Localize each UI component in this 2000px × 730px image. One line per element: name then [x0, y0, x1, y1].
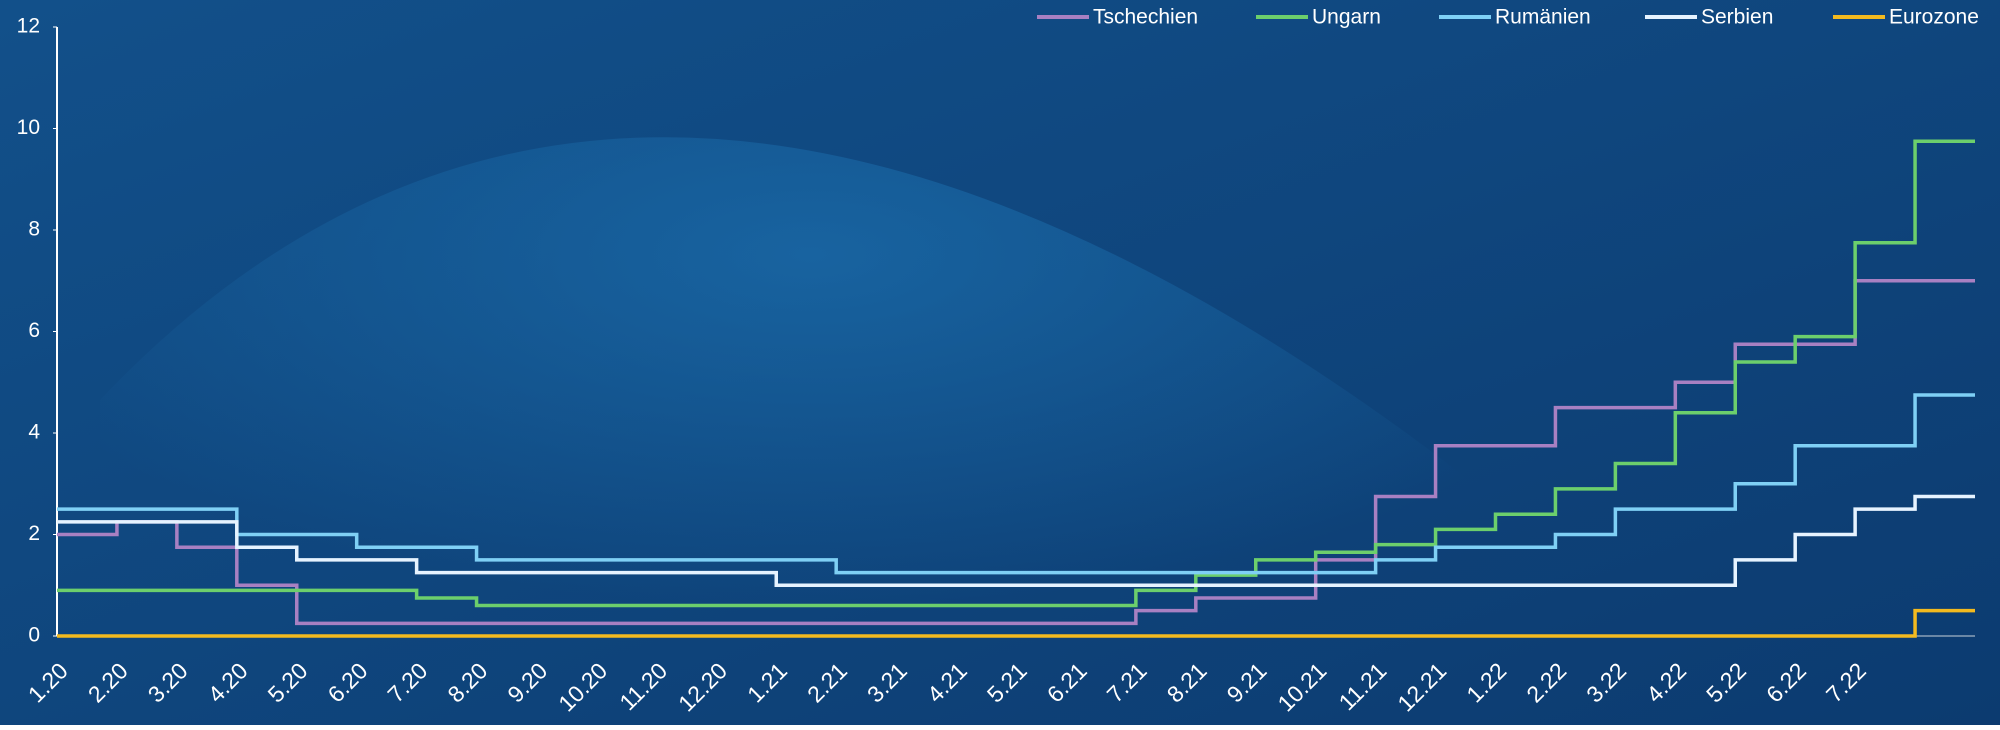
- legend-label: Eurozone: [1889, 6, 1979, 29]
- y-tick-label: 4: [28, 421, 40, 444]
- legend-label: Serbien: [1701, 6, 1773, 29]
- y-tick-label: 8: [28, 218, 40, 241]
- y-tick-label: 10: [17, 116, 40, 139]
- legend-label: Rumänien: [1495, 6, 1591, 29]
- series-line: [57, 494, 1975, 587]
- series-line: [57, 393, 1975, 575]
- legend-label: Tschechien: [1093, 6, 1198, 29]
- y-tick-label: 6: [28, 319, 40, 342]
- y-tick-label: 0: [28, 624, 40, 647]
- y-tick-label: 12: [17, 15, 40, 38]
- background-arc: [100, 137, 1520, 725]
- series-line: [57, 279, 1975, 626]
- y-tick-label: 2: [28, 522, 40, 545]
- series-line: [57, 139, 1975, 608]
- series-line: [57, 608, 1975, 638]
- legend-label: Ungarn: [1312, 6, 1381, 29]
